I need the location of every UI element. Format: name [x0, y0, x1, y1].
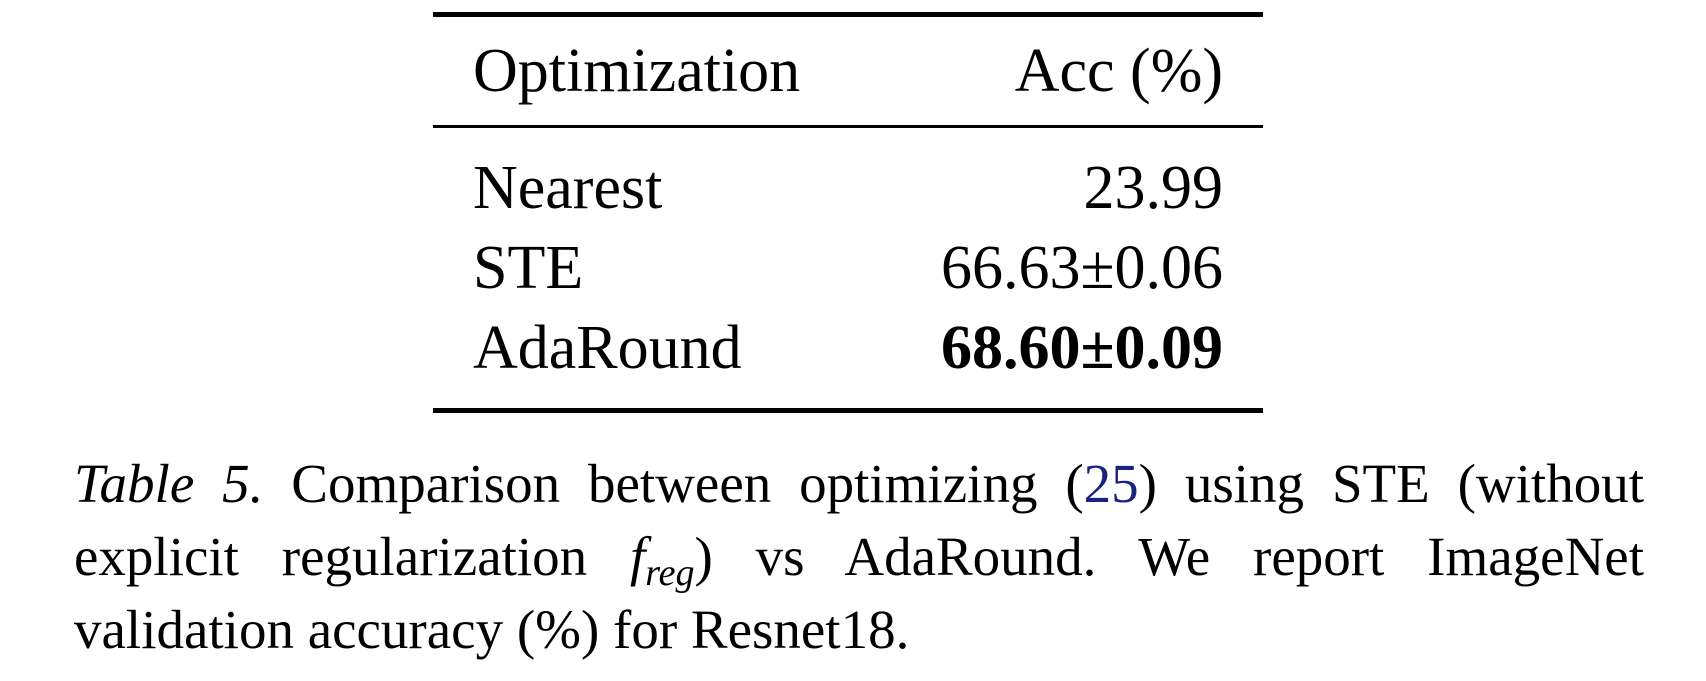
- table-row: STE 66.63±0.06: [433, 228, 1263, 308]
- table-body: Nearest 23.99 STE 66.63±0.06 AdaRound 68…: [433, 128, 1263, 408]
- table-header-row: Optimization Acc (%): [433, 17, 1263, 125]
- row-method: Nearest: [473, 154, 663, 222]
- row-method: AdaRound: [473, 314, 742, 382]
- caption-label: Table 5.: [74, 453, 264, 514]
- results-table: Optimization Acc (%) Nearest 23.99 STE 6…: [433, 12, 1263, 413]
- table-caption: Table 5. Comparison between optimizing (…: [74, 447, 1644, 666]
- table-row: AdaRound 68.60±0.09: [433, 308, 1263, 388]
- row-accuracy: 23.99: [1083, 154, 1224, 222]
- table-row: Nearest 23.99: [433, 148, 1263, 228]
- header-optimization: Optimization: [473, 37, 801, 105]
- math-subscript: reg: [645, 552, 695, 594]
- caption-text-3: ) vs AdaRound. We report ImageNet valida…: [74, 526, 1644, 660]
- row-accuracy: 66.63±0.06: [940, 234, 1223, 302]
- math-f-reg: freg: [630, 526, 695, 592]
- row-method: STE: [473, 234, 584, 302]
- caption-text-2: ) using STE (without explicit regulariza…: [74, 453, 1644, 587]
- table-header-rule: [433, 125, 1263, 128]
- math-symbol: f: [630, 526, 646, 587]
- caption-text-1: Comparison between optimizing (: [263, 453, 1084, 514]
- table-top-rule: [433, 12, 1263, 17]
- citation-link[interactable]: 25: [1083, 453, 1139, 514]
- row-accuracy-best: 68.60±0.09: [940, 314, 1223, 382]
- table-bottom-rule: [433, 408, 1263, 413]
- header-accuracy: Acc (%): [1014, 37, 1223, 105]
